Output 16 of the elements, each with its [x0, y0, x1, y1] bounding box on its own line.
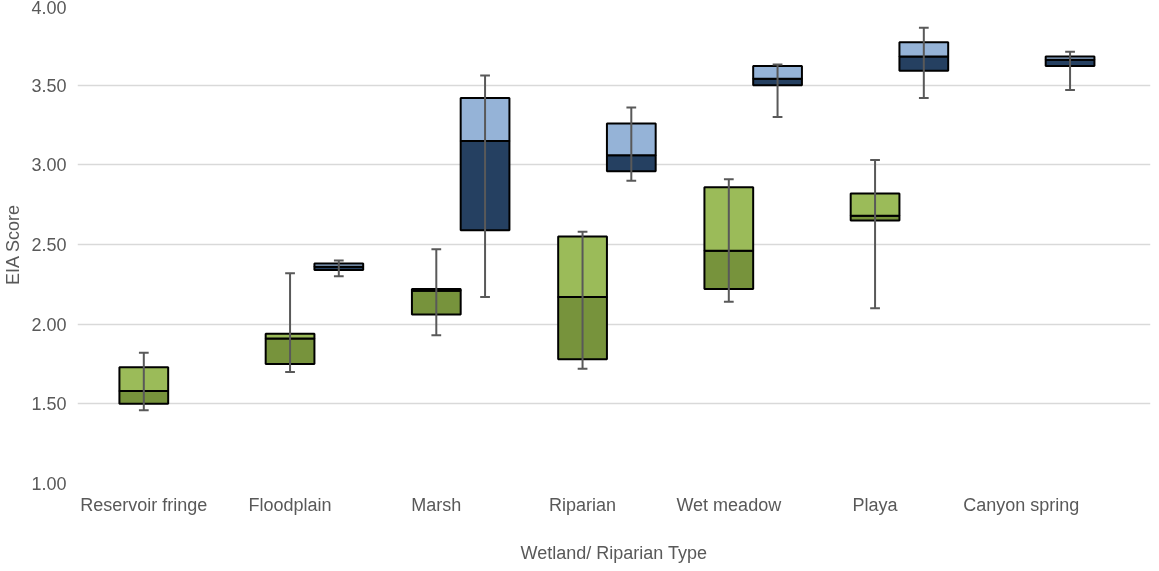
y-tick-label: 4.00 — [31, 0, 67, 18]
y-tick-label: 2.50 — [31, 235, 67, 255]
y-axis-title: EIA Score — [3, 204, 24, 286]
x-axis-title: Wetland/ Riparian Type — [520, 542, 708, 563]
y-tick-label: 3.00 — [31, 155, 67, 176]
x-tick-label: Marsh — [411, 494, 462, 515]
x-tick-label: Wet meadow — [676, 494, 783, 515]
x-tick-label: Reservoir fringe — [80, 494, 208, 515]
x-tick-label: Floodplain — [248, 494, 332, 515]
y-tick-label: 1.00 — [31, 474, 67, 494]
y-tick-label: 2.00 — [31, 314, 67, 335]
x-tick-label: Canyon spring — [963, 494, 1080, 515]
y-tick-label: 3.50 — [31, 75, 67, 96]
x-tick-label: Riparian — [549, 494, 617, 515]
x-tick-label: Playa — [852, 494, 899, 515]
y-tick-label: 1.50 — [31, 394, 67, 415]
